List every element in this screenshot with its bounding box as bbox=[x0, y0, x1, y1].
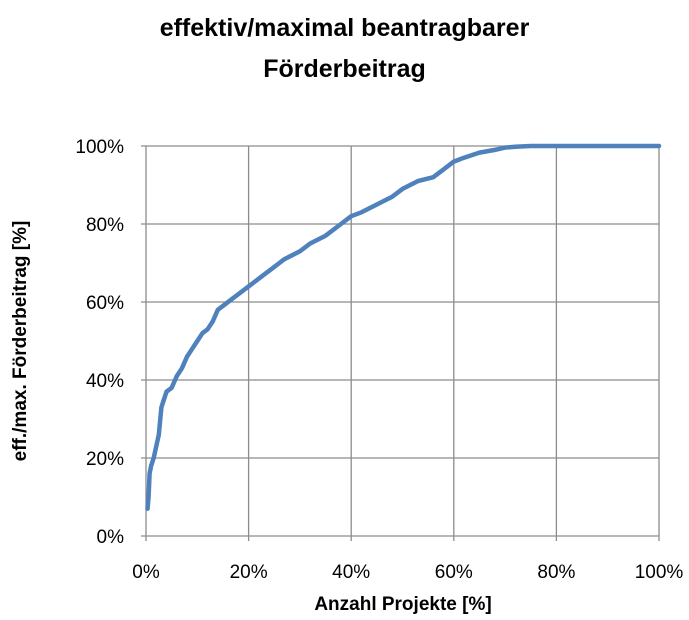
y-tick-label: 40% bbox=[86, 371, 124, 392]
y-tick-label: 80% bbox=[86, 215, 124, 236]
x-tick-label: 20% bbox=[230, 562, 268, 583]
series-layer bbox=[145, 143, 662, 511]
x-axis-label: Anzahl Projekte [%] bbox=[314, 594, 492, 615]
x-tick-label: 80% bbox=[537, 562, 575, 583]
tick-labels: 0% 20% 40% 60% 80% 100% 0% 20% 40% 60% 80% 100% bbox=[75, 137, 683, 583]
y-tick-label: 0% bbox=[97, 527, 125, 548]
y-axis-label: eff./max. Förderbeitrag [%] bbox=[10, 220, 31, 462]
chart-title-line-1: effektiv/maximal beantragbarer bbox=[159, 14, 530, 42]
x-tick-label: 60% bbox=[435, 562, 473, 583]
y-tick-label: 20% bbox=[86, 449, 124, 470]
y-tick-label: 100% bbox=[75, 137, 124, 158]
chart-title-line-2: Förderbeitrag bbox=[263, 55, 426, 83]
x-tick-label: 100% bbox=[635, 562, 684, 583]
y-tick-label: 60% bbox=[86, 293, 124, 314]
grid-layer bbox=[141, 145, 660, 541]
x-tick-label: 40% bbox=[332, 562, 370, 583]
x-tick-label: 0% bbox=[132, 562, 160, 583]
series-line bbox=[145, 143, 662, 511]
